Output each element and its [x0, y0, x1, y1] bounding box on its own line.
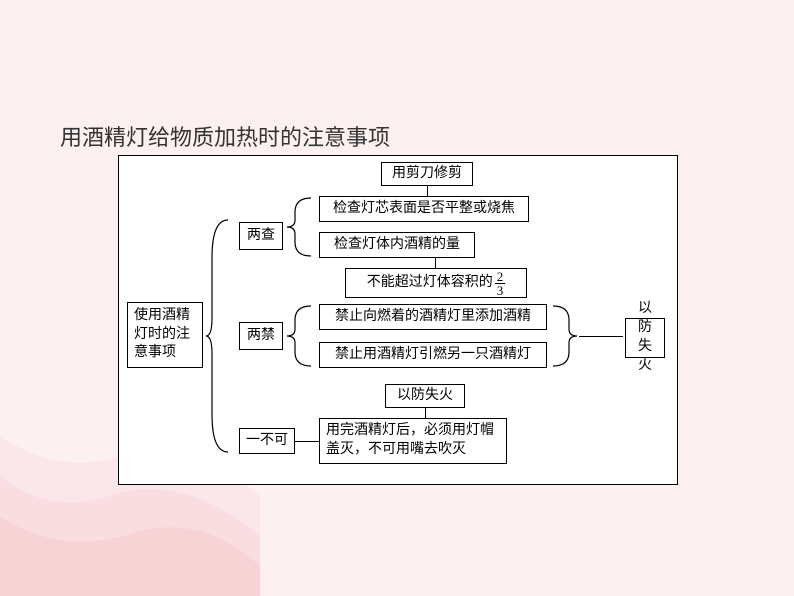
root-label: 使用酒精灯时的注意事项 — [134, 307, 196, 364]
connector-one-must-not — [295, 441, 319, 442]
brace-two-forbid-right — [549, 304, 579, 368]
callout-forbid-group-label: 以防失火 — [632, 300, 658, 376]
branch-one-must-not: 一不可 — [239, 428, 295, 454]
leaf-check2-label: 检查灯体内酒精的量 — [334, 236, 460, 255]
leaf-check1-label: 检查灯芯表面是否平整或烧焦 — [333, 200, 515, 219]
fraction-icon: 2 3 — [495, 270, 506, 297]
callout-check2: 不能超过灯体容积的 2 3 — [345, 268, 527, 298]
branch-two-check: 两查 — [239, 222, 283, 250]
leaf-mustnot1: 用完酒精灯后，必须用灯帽盖灭，不可用嘴去吹灭 — [319, 418, 507, 464]
callout-mustnot-label: 以防失火 — [397, 387, 453, 406]
callout-check1: 用剪刀修剪 — [381, 162, 473, 186]
branch-two-check-label: 两查 — [247, 227, 275, 246]
leaf-check2: 检查灯体内酒精的量 — [319, 232, 475, 258]
leaf-check1: 检查灯芯表面是否平整或烧焦 — [319, 196, 529, 222]
diagram-container: 使用酒精灯时的注意事项 两查 检查灯芯表面是否平整或烧焦 用剪刀修剪 检查灯体内… — [118, 155, 678, 485]
fraction-den: 3 — [495, 284, 506, 297]
connector-check1-callout — [427, 186, 428, 196]
leaf-forbid2: 禁止用酒精灯引燃另一只酒精灯 — [319, 342, 547, 368]
leaf-forbid1: 禁止向燃着的酒精灯里添加酒精 — [319, 304, 547, 330]
root-box: 使用酒精灯时的注意事项 — [127, 302, 203, 368]
connector-check2-callout — [435, 258, 436, 268]
branch-two-forbid: 两禁 — [239, 322, 283, 350]
fraction-num: 2 — [495, 270, 506, 284]
brace-two-check — [285, 196, 315, 258]
connector-mustnot-callout — [425, 408, 426, 418]
brace-root — [204, 218, 232, 454]
brace-two-forbid — [285, 304, 315, 368]
branch-two-forbid-label: 两禁 — [247, 327, 275, 346]
callout-check2-prefix: 不能超过灯体容积的 — [367, 274, 493, 293]
leaf-forbid2-label: 禁止用酒精灯引燃另一只酒精灯 — [335, 346, 531, 365]
leaf-forbid1-label: 禁止向燃着的酒精灯里添加酒精 — [335, 308, 531, 327]
callout-mustnot: 以防失火 — [385, 384, 465, 408]
connector-forbid-group — [579, 336, 623, 337]
callout-forbid-group: 以防失火 — [625, 318, 665, 358]
page-title: 用酒精灯给物质加热时的注意事项 — [60, 120, 390, 152]
leaf-mustnot1-label: 用完酒精灯后，必须用灯帽盖灭，不可用嘴去吹灭 — [326, 422, 500, 460]
branch-one-must-not-label: 一不可 — [246, 432, 288, 451]
callout-check1-label: 用剪刀修剪 — [392, 165, 462, 184]
